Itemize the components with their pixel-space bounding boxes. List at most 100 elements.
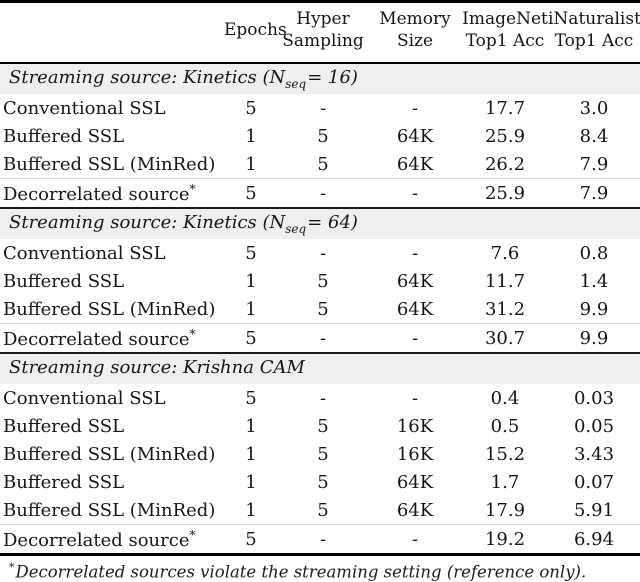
section-title-suffix: = 64) <box>307 212 358 234</box>
header-line: Top1 Acc <box>465 31 545 51</box>
inaturalist-acc-value: 7.9 <box>548 178 640 208</box>
header-line: Hyper <box>296 9 350 30</box>
header-line: Size <box>396 31 434 51</box>
method-label: Conventional SSL <box>3 242 166 264</box>
epochs-value: 1 <box>245 270 257 292</box>
column-header-inaturalist-acc: iNaturalist Top1 Acc <box>548 1 640 64</box>
imagenet-acc-value: 25.9 <box>484 125 526 147</box>
epochs-value: 5 <box>224 524 278 555</box>
imagenet-acc-value: 25.9 <box>462 178 548 208</box>
column-header-epochs: Epochs <box>224 1 287 64</box>
memory-size-value: 64K <box>396 298 434 320</box>
math-variable: N <box>269 67 286 89</box>
inaturalist-acc-value: 8.4 <box>579 125 609 147</box>
memory-size-value: 16K <box>396 415 434 437</box>
method-label: Conventional SSL <box>3 97 166 119</box>
inaturalist-acc-value: 6.94 <box>548 524 640 555</box>
header-line: Epochs <box>224 20 287 41</box>
imagenet-acc-value: 1.7 <box>490 471 520 493</box>
method-label: Decorrelated source* <box>0 178 224 208</box>
table-row: Buffered SSL (MinRed) 1 5 16K 15.2 3.43 <box>0 440 640 468</box>
hyper-sampling-value: 5 <box>317 270 329 292</box>
footnote-text: Decorrelated sources violate the streami… <box>15 562 587 582</box>
imagenet-acc-value: 0.5 <box>490 415 520 437</box>
footnote-marker: * <box>189 527 196 542</box>
table-row: Buffered SSL (MinRed) 1 5 64K 31.2 9.9 <box>0 295 640 324</box>
inaturalist-acc-value: 3.43 <box>573 443 615 465</box>
method-label: Decorrelated source* <box>0 323 224 353</box>
section-krishna-cam: Streaming source: Krishna CAM Convention… <box>0 353 640 555</box>
table-row-reference: Decorrelated source* 5 - - 19.2 6.94 <box>0 524 640 555</box>
method-label: Buffered SSL <box>3 270 125 292</box>
hyper-sampling-value: - <box>278 524 368 555</box>
epochs-value: 1 <box>245 298 257 320</box>
memory-size-value: - <box>411 97 419 119</box>
table-header: Epochs Hyper Sampling Memory Size ImageN… <box>0 1 640 64</box>
method-label: Decorrelated source* <box>0 524 224 555</box>
hyper-sampling-value: 5 <box>317 499 329 521</box>
table-row: Conventional SSL 5 - - 7.6 0.8 <box>0 239 640 267</box>
footnote-marker: * <box>189 181 196 196</box>
method-label: Buffered SSL <box>3 415 125 437</box>
column-header-hyper-sampling: Hyper Sampling <box>278 1 368 64</box>
memory-size-value: 64K <box>396 153 434 175</box>
header-row: Epochs Hyper Sampling Memory Size ImageN… <box>0 1 640 64</box>
inaturalist-acc-value: 3.0 <box>579 97 609 119</box>
memory-size-value: - <box>411 242 419 264</box>
math-variable: N <box>269 212 286 234</box>
method-label: Buffered SSL <box>3 125 125 147</box>
hyper-sampling-value: - <box>319 387 327 409</box>
memory-size-value: - <box>368 524 462 555</box>
method-label: Buffered SSL (MinRed) <box>3 499 216 521</box>
header-line: ImageNet <box>462 9 548 30</box>
inaturalist-acc-value: 1.4 <box>579 270 609 292</box>
epochs-value: 1 <box>245 471 257 493</box>
section-title: Streaming source: Kinetics (Nseq= 64) <box>0 208 640 239</box>
hyper-sampling-value: 5 <box>317 471 329 493</box>
imagenet-acc-value: 11.7 <box>484 270 526 292</box>
section-title-prefix: Streaming source: Kinetics ( <box>9 67 270 89</box>
epochs-value: 5 <box>224 323 278 353</box>
hyper-sampling-value: 5 <box>317 298 329 320</box>
imagenet-acc-value: 17.9 <box>484 499 526 521</box>
hyper-sampling-value: - <box>278 323 368 353</box>
table-row: Buffered SSL 1 5 64K 25.9 8.4 <box>0 122 640 150</box>
imagenet-acc-value: 30.7 <box>462 323 548 353</box>
section-title-suffix: = 16) <box>307 67 358 89</box>
memory-size-value: 64K <box>396 499 434 521</box>
inaturalist-acc-value: 0.8 <box>579 242 609 264</box>
column-header-imagenet-acc: ImageNet Top1 Acc <box>462 1 548 64</box>
memory-size-value: 64K <box>396 270 434 292</box>
inaturalist-acc-value: 9.9 <box>548 323 640 353</box>
inaturalist-acc-value: 7.9 <box>579 153 609 175</box>
hyper-sampling-value: 5 <box>317 443 329 465</box>
table-row: Buffered SSL (MinRed) 1 5 64K 17.9 5.91 <box>0 496 640 525</box>
imagenet-acc-value: 7.6 <box>490 242 520 264</box>
header-line: iNaturalist <box>548 9 640 30</box>
epochs-value: 5 <box>245 387 257 409</box>
epochs-value: 1 <box>245 415 257 437</box>
inaturalist-acc-value: 9.9 <box>579 298 609 320</box>
section-title: Streaming source: Kinetics (Nseq= 16) <box>0 63 640 94</box>
imagenet-acc-value: 31.2 <box>484 298 526 320</box>
memory-size-value: - <box>411 387 419 409</box>
imagenet-acc-value: 19.2 <box>462 524 548 555</box>
memory-size-value: 16K <box>396 443 434 465</box>
imagenet-acc-value: 15.2 <box>484 443 526 465</box>
epochs-value: 1 <box>245 499 257 521</box>
section-title-row: Streaming source: Kinetics (Nseq= 64) <box>0 208 640 239</box>
imagenet-acc-value: 26.2 <box>484 153 526 175</box>
memory-size-value: - <box>368 323 462 353</box>
epochs-value: 1 <box>245 443 257 465</box>
method-label: Buffered SSL (MinRed) <box>3 153 216 175</box>
imagenet-acc-value: 17.7 <box>484 97 526 119</box>
method-label: Buffered SSL (MinRed) <box>3 443 216 465</box>
column-header-memory-size: Memory Size <box>368 1 462 64</box>
imagenet-acc-value: 0.4 <box>490 387 520 409</box>
method-label: Conventional SSL <box>3 387 166 409</box>
footnote-marker: * <box>9 561 15 574</box>
header-line: Sampling <box>282 31 364 51</box>
inaturalist-acc-value: 5.91 <box>573 499 615 521</box>
epochs-value: 5 <box>245 97 257 119</box>
